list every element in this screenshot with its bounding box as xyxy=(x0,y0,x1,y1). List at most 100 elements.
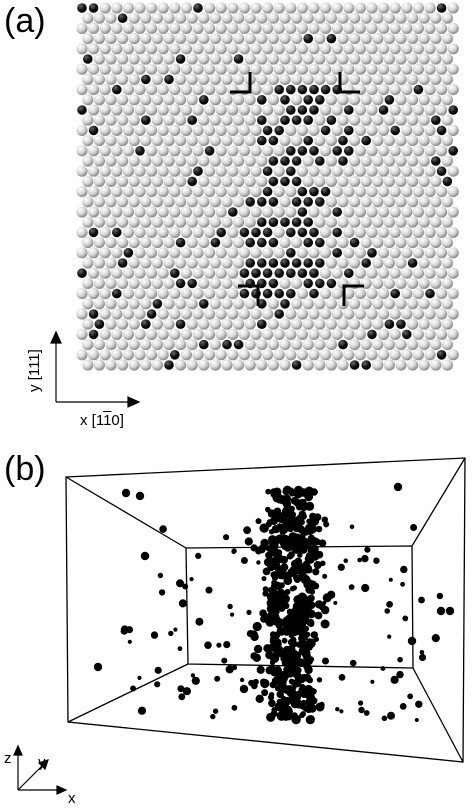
atom-sphere xyxy=(182,687,191,696)
solute-atom xyxy=(77,105,87,115)
solute-atom xyxy=(413,84,424,95)
atom-sphere xyxy=(270,509,278,518)
host-atom xyxy=(412,145,424,157)
atom-sphere xyxy=(290,638,296,645)
solute-atom xyxy=(309,186,319,197)
solute-atom xyxy=(309,84,319,95)
atom-sphere xyxy=(323,521,330,528)
host-atom xyxy=(146,43,158,55)
host-atom xyxy=(163,53,175,65)
host-atom xyxy=(383,216,395,228)
host-atom xyxy=(233,155,245,167)
host-atom xyxy=(151,359,163,371)
host-atom xyxy=(267,359,279,371)
host-atom xyxy=(331,186,343,198)
host-atom xyxy=(418,73,430,85)
atom-sphere xyxy=(268,664,276,672)
host-atom xyxy=(151,33,163,45)
host-atom xyxy=(418,12,430,24)
atom-sphere xyxy=(361,583,370,593)
axis-x-label-prefix: x [1 xyxy=(80,412,104,429)
atom-sphere xyxy=(269,659,276,666)
host-atom xyxy=(279,12,291,24)
host-atom xyxy=(192,349,204,361)
solute-atom xyxy=(262,288,273,299)
host-atom xyxy=(157,288,169,300)
host-atom xyxy=(198,359,210,371)
atom-sphere xyxy=(322,600,327,605)
host-atom xyxy=(233,12,245,24)
host-atom xyxy=(354,308,366,320)
host-atom xyxy=(93,94,105,106)
atom-sphere xyxy=(279,688,285,694)
host-atom xyxy=(372,196,384,208)
host-atom xyxy=(105,339,117,351)
host-atom xyxy=(412,63,424,75)
atom-sphere xyxy=(191,676,200,685)
host-atom xyxy=(447,2,459,14)
host-atom xyxy=(146,84,158,96)
host-atom xyxy=(395,175,407,187)
host-atom xyxy=(250,186,262,198)
solute-atom xyxy=(204,146,215,156)
host-atom xyxy=(354,165,366,177)
host-atom xyxy=(343,165,355,177)
host-atom xyxy=(209,12,221,24)
solute-atom xyxy=(193,166,203,176)
host-atom xyxy=(372,175,384,187)
host-atom xyxy=(117,359,129,371)
host-atom xyxy=(128,12,140,24)
host-atom xyxy=(128,175,140,187)
host-atom xyxy=(250,104,262,116)
solute-atom xyxy=(199,95,209,105)
atom-sphere xyxy=(307,609,316,619)
solute-atom xyxy=(274,125,285,136)
atom-sphere xyxy=(137,675,142,680)
host-atom xyxy=(82,175,94,187)
atom-sphere xyxy=(343,558,349,563)
host-atom xyxy=(140,196,152,208)
host-atom xyxy=(389,267,401,279)
host-atom xyxy=(337,114,349,126)
atom-sphere xyxy=(298,634,307,643)
atom-sphere xyxy=(301,689,309,697)
atom-sphere xyxy=(204,641,212,649)
atom-sphere xyxy=(399,703,407,710)
host-atom xyxy=(111,206,123,218)
host-atom xyxy=(447,124,459,136)
host-atom xyxy=(337,237,349,249)
host-atom xyxy=(99,186,111,198)
atom-sphere xyxy=(176,579,184,588)
host-atom xyxy=(244,339,256,351)
host-atom xyxy=(151,135,163,147)
host-atom xyxy=(169,22,181,34)
host-atom xyxy=(128,94,140,106)
solute-atom xyxy=(297,146,308,156)
host-atom xyxy=(296,328,308,340)
host-atom xyxy=(117,94,129,106)
axis-x-label-suffix: 0] xyxy=(111,412,124,429)
atom-sphere xyxy=(380,666,386,671)
solute-atom xyxy=(448,105,459,115)
bracket-top-right xyxy=(338,72,360,94)
axis-x-label-overbar: 1 xyxy=(103,412,112,429)
solute-atom xyxy=(262,166,273,176)
host-atom xyxy=(151,257,163,269)
host-atom xyxy=(320,328,332,340)
host-atom xyxy=(407,73,419,85)
atom-sphere xyxy=(239,677,245,683)
host-atom xyxy=(221,237,233,249)
atom-sphere xyxy=(298,498,307,508)
host-atom xyxy=(146,206,158,218)
host-atom xyxy=(349,318,361,330)
atom-sphere xyxy=(296,641,303,648)
host-atom xyxy=(378,124,390,136)
host-atom xyxy=(407,155,419,167)
atom-sphere xyxy=(259,609,267,617)
host-atom xyxy=(175,33,187,45)
host-atom xyxy=(169,226,181,238)
host-atom xyxy=(447,226,459,238)
atom-sphere xyxy=(279,670,288,679)
host-atom xyxy=(93,216,105,228)
host-atom xyxy=(343,247,355,259)
